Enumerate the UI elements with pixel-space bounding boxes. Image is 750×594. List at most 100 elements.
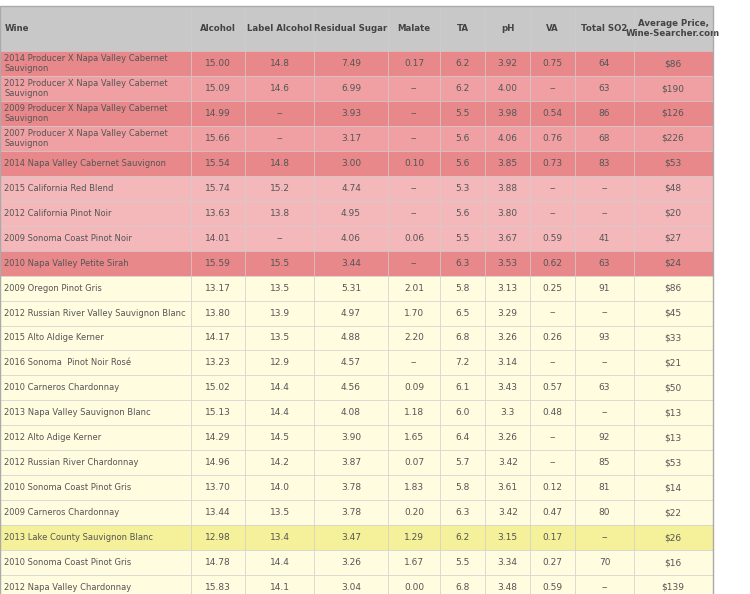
Bar bbox=[634, 251, 712, 276]
Bar bbox=[245, 201, 314, 226]
Text: 13.5: 13.5 bbox=[270, 333, 290, 343]
Text: 0.48: 0.48 bbox=[543, 408, 562, 418]
Text: 6.3: 6.3 bbox=[455, 258, 470, 268]
Text: 6.2: 6.2 bbox=[455, 59, 470, 68]
Text: --: -- bbox=[411, 134, 417, 143]
Text: --: -- bbox=[411, 109, 417, 118]
Text: --: -- bbox=[550, 184, 556, 193]
Text: 0.59: 0.59 bbox=[543, 583, 562, 592]
Text: 15.66: 15.66 bbox=[206, 134, 231, 143]
Text: 5.8: 5.8 bbox=[455, 283, 470, 293]
Bar bbox=[191, 76, 245, 101]
Bar bbox=[440, 251, 485, 276]
Bar bbox=[485, 500, 530, 525]
Text: 5.6: 5.6 bbox=[455, 134, 470, 143]
Text: 13.80: 13.80 bbox=[206, 308, 231, 318]
Bar bbox=[191, 550, 245, 575]
Text: 63: 63 bbox=[598, 84, 610, 93]
Bar bbox=[440, 375, 485, 400]
Text: $48: $48 bbox=[664, 184, 682, 193]
Bar bbox=[191, 450, 245, 475]
Bar bbox=[634, 126, 712, 151]
Text: 3.26: 3.26 bbox=[341, 558, 361, 567]
Text: 15.5: 15.5 bbox=[270, 258, 290, 268]
Bar bbox=[634, 475, 712, 500]
Bar bbox=[245, 400, 314, 425]
Text: $26: $26 bbox=[664, 533, 682, 542]
Bar bbox=[485, 400, 530, 425]
Text: 0.06: 0.06 bbox=[404, 233, 424, 243]
Bar bbox=[191, 101, 245, 126]
Bar bbox=[440, 500, 485, 525]
Bar bbox=[0, 450, 191, 475]
Text: --: -- bbox=[411, 358, 417, 368]
Bar bbox=[191, 475, 245, 500]
Text: $86: $86 bbox=[664, 283, 682, 293]
Bar bbox=[245, 51, 314, 76]
Text: 91: 91 bbox=[598, 283, 610, 293]
Bar bbox=[191, 375, 245, 400]
Text: 14.6: 14.6 bbox=[270, 84, 290, 93]
Bar bbox=[485, 176, 530, 201]
Bar bbox=[245, 176, 314, 201]
Text: 3.88: 3.88 bbox=[498, 184, 517, 193]
Text: 2012 Napa Valley Chardonnay: 2012 Napa Valley Chardonnay bbox=[4, 583, 132, 592]
Text: 3.67: 3.67 bbox=[498, 233, 517, 243]
Text: 6.1: 6.1 bbox=[455, 383, 470, 393]
Bar bbox=[314, 400, 388, 425]
Bar bbox=[245, 450, 314, 475]
Text: 14.2: 14.2 bbox=[270, 458, 290, 467]
Text: 2.01: 2.01 bbox=[404, 283, 424, 293]
Bar bbox=[0, 276, 191, 301]
Text: 3.80: 3.80 bbox=[498, 208, 517, 218]
Text: 0.20: 0.20 bbox=[404, 508, 424, 517]
Text: 0.75: 0.75 bbox=[543, 59, 562, 68]
Bar bbox=[191, 500, 245, 525]
Text: 0.25: 0.25 bbox=[543, 283, 562, 293]
Bar bbox=[314, 201, 388, 226]
Bar bbox=[314, 425, 388, 450]
Text: 13.4: 13.4 bbox=[270, 533, 290, 542]
Bar bbox=[485, 575, 530, 594]
Bar bbox=[314, 126, 388, 151]
Bar bbox=[191, 350, 245, 375]
Text: --: -- bbox=[602, 408, 608, 418]
Text: 81: 81 bbox=[598, 483, 610, 492]
Text: Average Price,
Wine-Searcher.com: Average Price, Wine-Searcher.com bbox=[626, 19, 720, 38]
Bar bbox=[530, 51, 575, 76]
Text: 3.44: 3.44 bbox=[341, 258, 361, 268]
Bar bbox=[0, 525, 191, 550]
Bar bbox=[634, 500, 712, 525]
Bar bbox=[634, 101, 712, 126]
Text: 3.48: 3.48 bbox=[498, 583, 517, 592]
Text: 3.93: 3.93 bbox=[341, 109, 361, 118]
Bar bbox=[634, 326, 712, 350]
Text: 2012 California Pinot Noir: 2012 California Pinot Noir bbox=[4, 208, 112, 218]
Bar bbox=[575, 425, 634, 450]
Text: 2015 California Red Blend: 2015 California Red Blend bbox=[4, 184, 114, 193]
Text: 14.29: 14.29 bbox=[206, 433, 231, 443]
Bar bbox=[575, 450, 634, 475]
Bar bbox=[634, 575, 712, 594]
Text: --: -- bbox=[277, 134, 283, 143]
Bar bbox=[388, 525, 440, 550]
Text: --: -- bbox=[550, 84, 556, 93]
Bar bbox=[634, 375, 712, 400]
Bar bbox=[634, 450, 712, 475]
Text: 3.29: 3.29 bbox=[498, 308, 517, 318]
Text: 5.6: 5.6 bbox=[455, 208, 470, 218]
Text: 2014 Producer X Napa Valley Cabernet
Sauvignon: 2014 Producer X Napa Valley Cabernet Sau… bbox=[4, 54, 168, 73]
Bar bbox=[575, 76, 634, 101]
Bar bbox=[388, 126, 440, 151]
Text: 6.2: 6.2 bbox=[455, 533, 470, 542]
Bar bbox=[634, 6, 712, 51]
Text: 15.59: 15.59 bbox=[206, 258, 231, 268]
Bar bbox=[191, 51, 245, 76]
Text: 3.3: 3.3 bbox=[500, 408, 515, 418]
Text: $20: $20 bbox=[664, 208, 682, 218]
Bar bbox=[0, 550, 191, 575]
Text: 2010 Sonoma Coast Pinot Gris: 2010 Sonoma Coast Pinot Gris bbox=[4, 558, 132, 567]
Bar bbox=[388, 176, 440, 201]
Text: --: -- bbox=[550, 308, 556, 318]
Bar bbox=[575, 375, 634, 400]
